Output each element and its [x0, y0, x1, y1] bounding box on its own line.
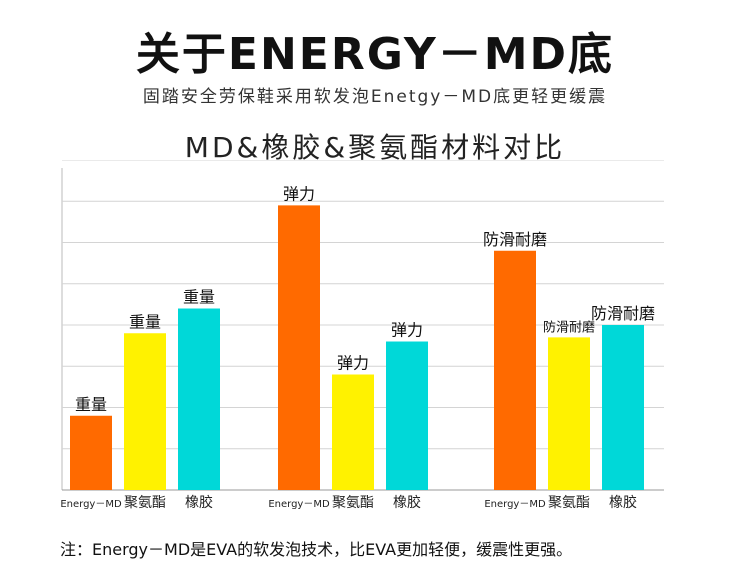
page-title: 关于ENERGY－MD底: [135, 29, 615, 80]
x-tick-label: 橡胶: [185, 494, 213, 511]
bar-data-label: 弹力: [337, 354, 369, 373]
page-subtitle: 固踏安全劳保鞋采用软发泡Enetgy－MD底更轻更缓震: [142, 87, 608, 107]
bar: [278, 205, 320, 490]
x-tick-label: 聚氨酯: [124, 495, 166, 511]
x-tick-label: Energy－MD: [484, 499, 546, 510]
bar: [494, 250, 536, 490]
x-tick-label: 聚氨酯: [332, 495, 374, 511]
bar-data-label: 弹力: [283, 184, 315, 203]
bar-data-label: 重量: [183, 288, 215, 307]
x-tick-label: 橡胶: [393, 494, 421, 511]
x-tick-label: Energy－MD: [60, 499, 122, 510]
bar-data-label: 弹力: [391, 321, 423, 340]
x-tick-label: 橡胶: [609, 494, 637, 511]
bar-data-label: 防滑耐磨: [543, 319, 595, 335]
bar-data-label: 重量: [129, 312, 161, 331]
bar: [70, 415, 112, 490]
bar-data-label: 防滑耐磨: [483, 230, 547, 249]
bar: [386, 341, 428, 490]
bar: [548, 337, 590, 490]
bar: [602, 325, 644, 490]
bar-data-label: 防滑耐磨: [591, 304, 655, 323]
bar: [178, 308, 220, 490]
x-tick-label: 聚氨酯: [548, 495, 590, 511]
bar-data-label: 重量: [75, 395, 107, 414]
x-tick-label: Energy－MD: [268, 499, 330, 510]
chart-title: MD&橡胶&聚氨酯材料对比: [184, 131, 566, 164]
footnote: 注：Energy－MD是EVA的软发泡技术，比EVA更加轻便，缓震性更强。: [60, 540, 573, 559]
bar: [124, 333, 166, 490]
bar: [332, 374, 374, 490]
